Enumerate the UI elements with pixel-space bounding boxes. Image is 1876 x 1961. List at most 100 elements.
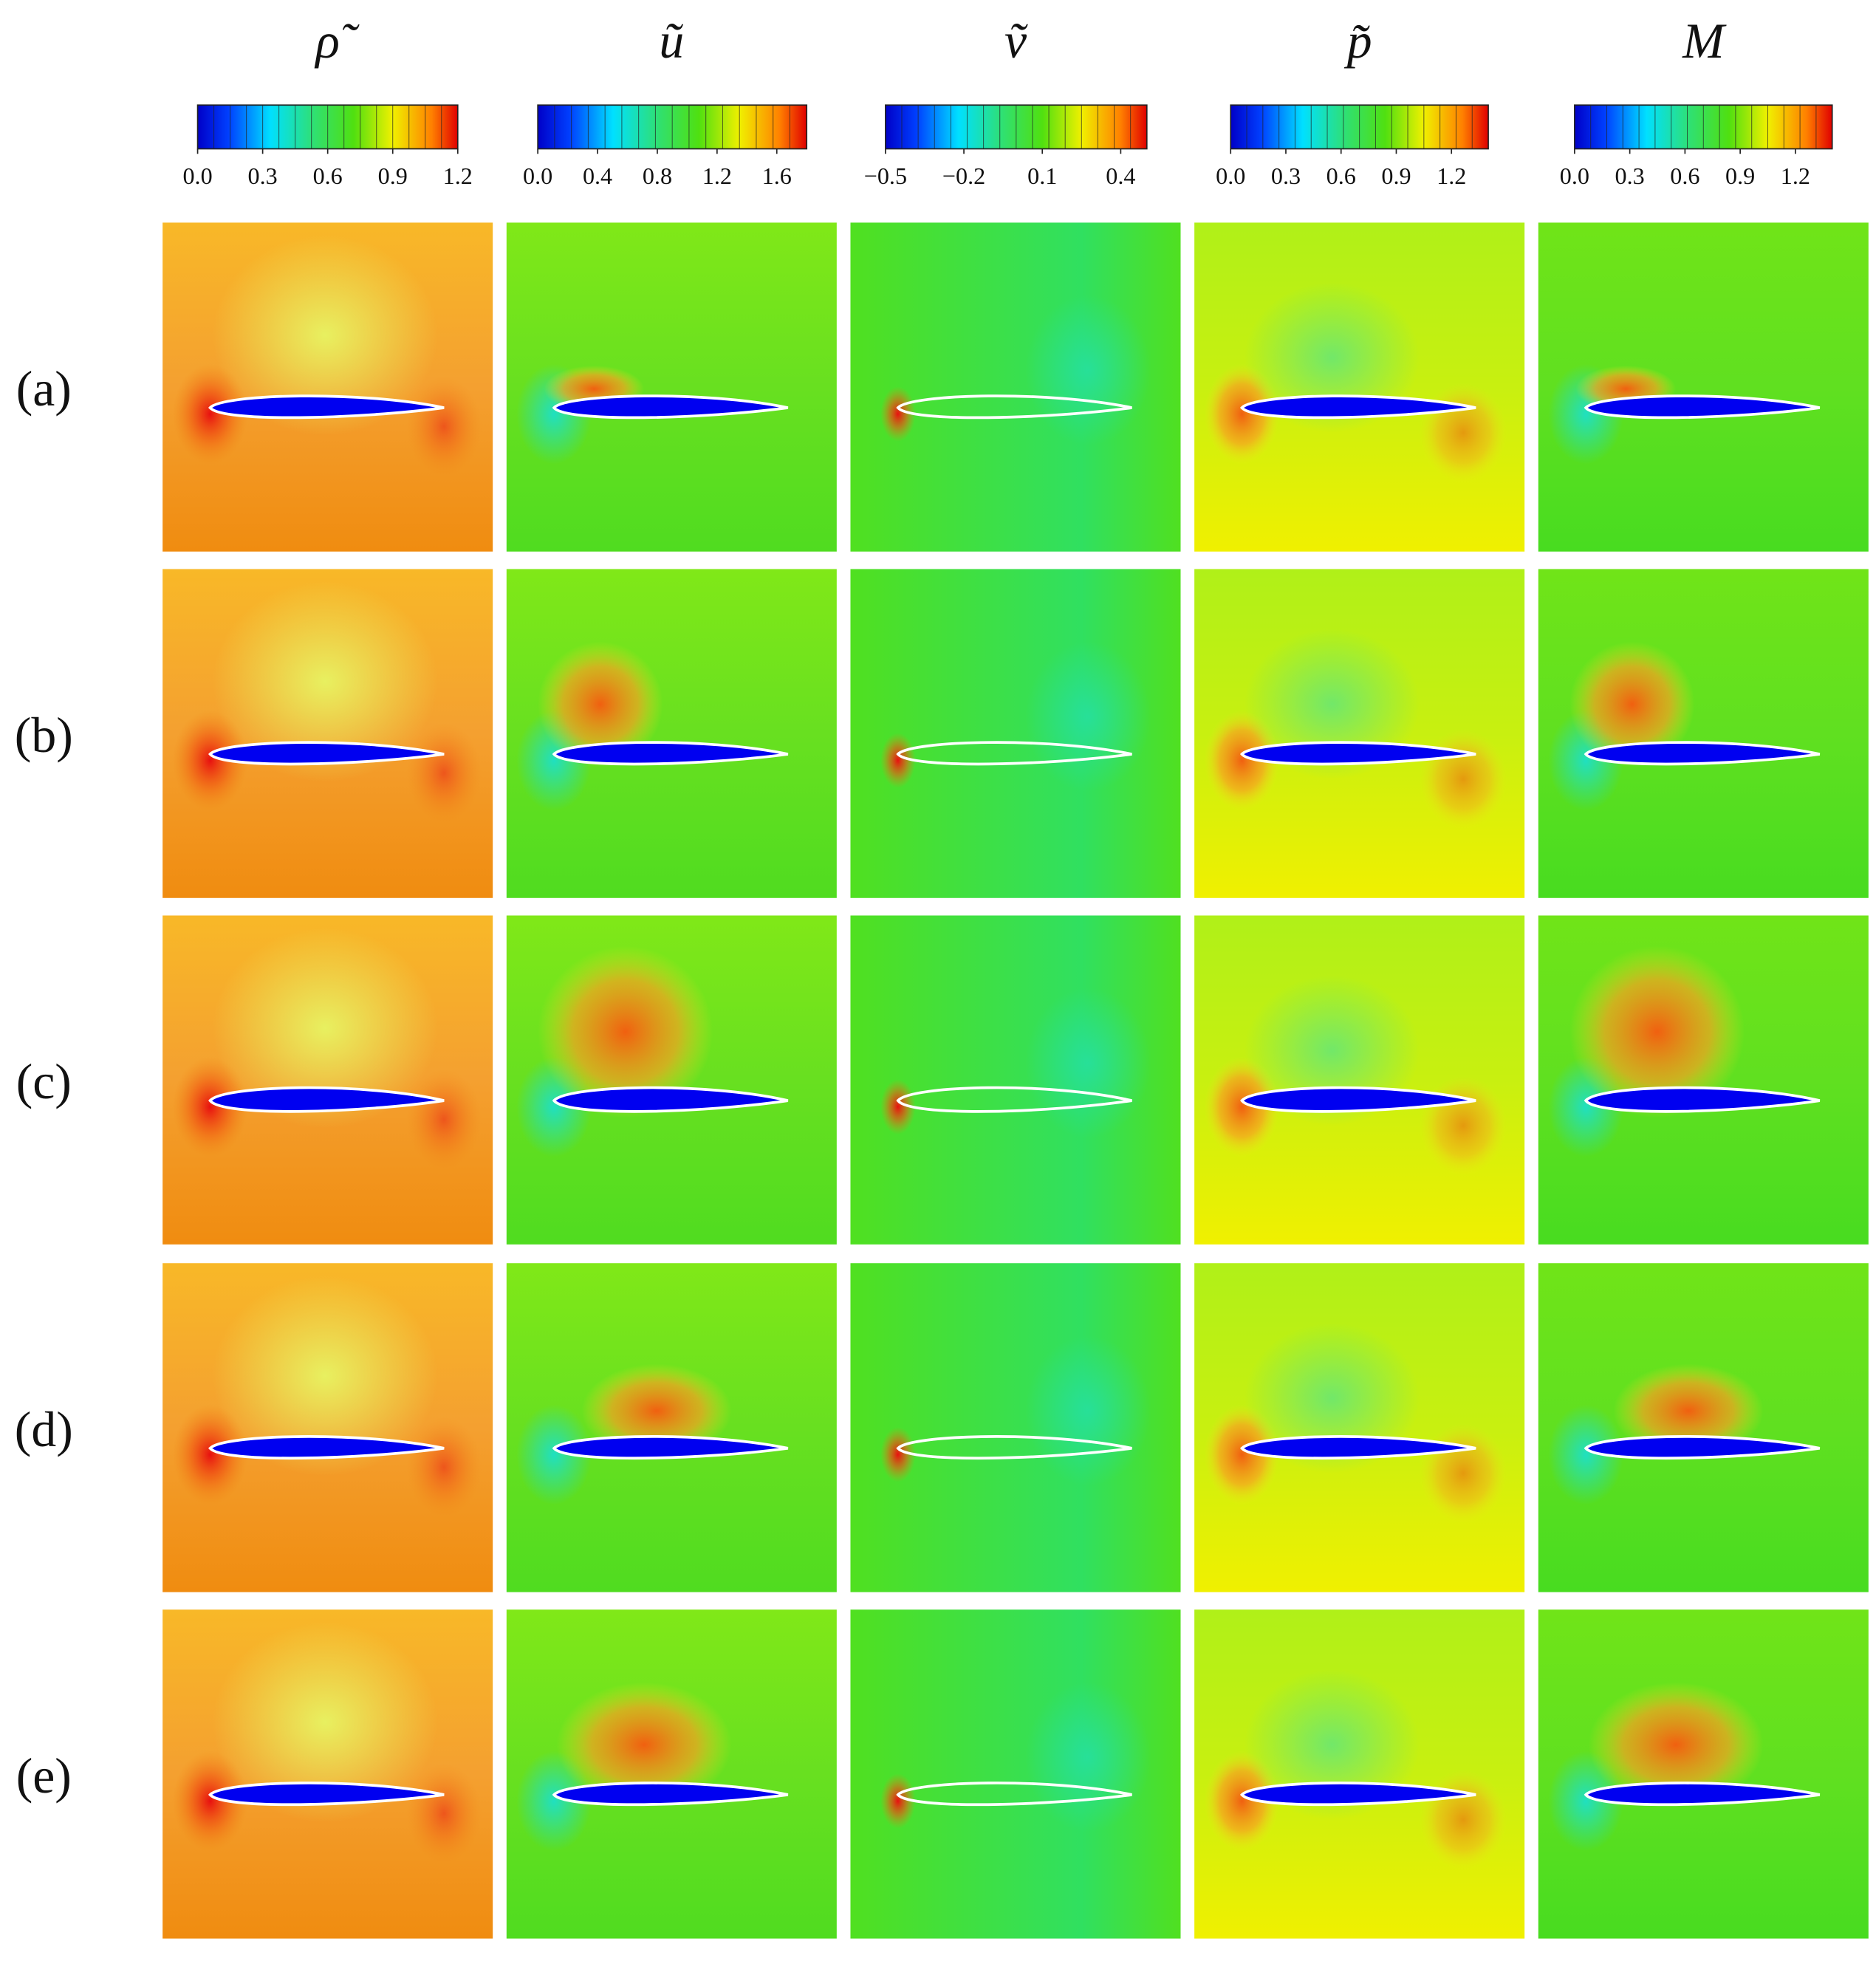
field [1025,295,1151,445]
shock-region [556,1682,732,1807]
field [1025,988,1151,1138]
field [212,1622,438,1823]
airfoil [208,1086,445,1113]
leading-edge-field [880,386,916,442]
shock-region [581,1363,732,1458]
colorbar-tick-label: 0.3 [248,162,278,189]
field [406,1763,482,1864]
airfoil [1240,1086,1476,1113]
shock-region [1569,641,1695,767]
contour-panel [162,569,493,898]
airfoil [552,1782,789,1807]
leading-edge-field [172,1404,248,1505]
airfoil [1239,1782,1476,1807]
leading-edge-field [172,1056,248,1157]
shock-region [538,945,713,1118]
contour-panel [1538,569,1869,898]
colorbar-tick-label: 0.0 [1560,162,1589,189]
colorbar-tick-label: 0.0 [523,162,552,189]
row-label: (a) [16,361,72,417]
contour-panel [506,915,837,1245]
airfoil [896,1435,1132,1460]
airfoil [1584,394,1821,420]
leading-edge-field [172,710,248,811]
leading-edge-field [880,1079,916,1134]
field [406,1417,482,1517]
field [1244,1669,1420,1820]
airfoil [896,741,1132,766]
field [212,928,438,1129]
contour-panel [1194,1609,1525,1939]
leading-edge-field [172,363,248,465]
colorbar-tick-label: 0.4 [583,162,612,189]
field [1419,729,1507,829]
colorbar-tick-label: 0.3 [1615,162,1645,189]
contour-panel [506,222,837,552]
airfoil [1584,1435,1821,1460]
airfoil [1239,741,1476,766]
colorbar-tick-label: 1.2 [702,162,732,189]
contour-panel [1538,1609,1869,1939]
airfoil [1584,741,1821,766]
leading-edge-field [880,733,916,788]
field [1025,1335,1151,1486]
airfoil [896,394,1132,420]
contour-panel [1538,1263,1869,1592]
row-label: (c) [16,1054,72,1109]
contour-panel [1538,915,1869,1245]
field [406,376,482,477]
field [1419,1423,1507,1524]
column-title: M [1682,13,1727,69]
airfoil [208,1435,445,1460]
shock-region [1569,945,1745,1118]
contour-panel [1194,569,1525,898]
shock-region [1613,1363,1764,1458]
airfoil [552,394,789,420]
airfoil [552,741,789,766]
field [1419,1075,1507,1176]
column-title: ũ [659,13,684,69]
row-label: (b) [15,708,73,763]
airfoil [1239,394,1476,420]
field [1244,1323,1420,1474]
contour-panel [162,1263,493,1592]
colorbar-tick-label: 1.6 [762,162,792,189]
colorbar-tick-label: 0.9 [1725,162,1755,189]
colorbar-tick-label: 1.2 [1437,162,1466,189]
field [212,1276,438,1476]
field [1419,383,1507,483]
field [406,1069,482,1170]
contour-panel [850,1609,1181,1939]
airfoil [552,1435,789,1460]
colorbar-tick-label: 0.3 [1271,162,1301,189]
column-title: ṽ [1004,13,1028,69]
airfoil [552,1086,789,1113]
colorbar-tick-label: 0.1 [1027,162,1057,189]
colorbar-tick-label: 1.2 [443,162,473,189]
contour-panel [162,222,493,552]
row-label: (e) [16,1748,72,1804]
shock-region [1588,1682,1764,1807]
field [1025,641,1151,792]
contour-panel [1194,1263,1525,1592]
colorbar-tick-label: 0.6 [1326,162,1356,189]
field [1244,282,1420,433]
column-title: ρ̃ [314,13,360,69]
colorbar-tick-label: 0.6 [313,162,343,189]
colorbar-tick-label: 0.9 [378,162,408,189]
airfoil [896,1782,1132,1807]
contour-panel [850,915,1181,1245]
airfoil [208,741,445,766]
field [1025,1682,1151,1832]
airfoil [1584,1782,1821,1807]
colorbar-tick-label: −0.2 [942,162,985,189]
airfoil [208,1782,445,1807]
airfoil [1239,1435,1476,1460]
contour-panel [850,222,1181,552]
contour-panel [1194,222,1525,552]
colorbar-tick-label: 0.8 [643,162,672,189]
leading-edge-field [880,1427,916,1482]
field [1419,1770,1507,1870]
contour-panel [162,915,493,1245]
